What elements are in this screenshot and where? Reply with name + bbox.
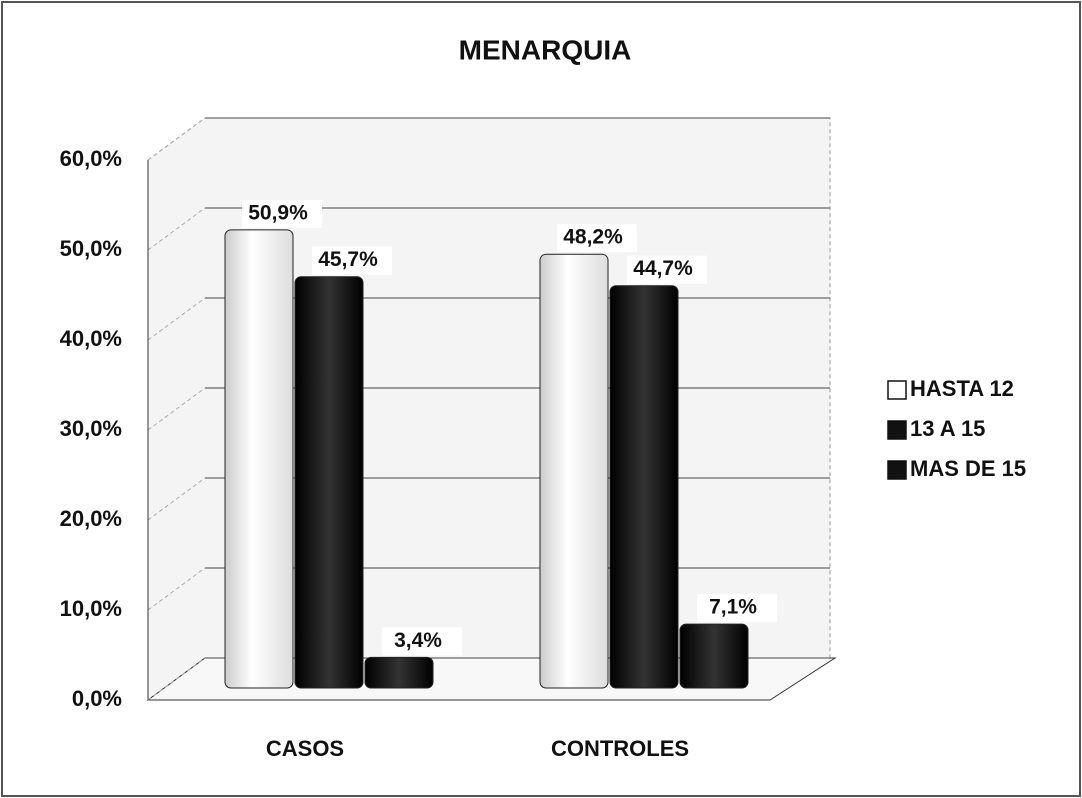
bar xyxy=(609,285,679,689)
bar xyxy=(679,623,749,689)
bar xyxy=(539,253,609,689)
y-tick-label: 0,0% xyxy=(72,686,122,711)
grid-line-side xyxy=(147,297,206,341)
value-label: 3,4% xyxy=(394,629,442,652)
value-label-bg xyxy=(557,224,637,253)
value-label-bg xyxy=(242,199,322,228)
y-tick-label: 50,0% xyxy=(60,236,122,261)
grid-line-side xyxy=(147,117,206,161)
value-label: 7,1% xyxy=(709,596,757,619)
grid-line-side xyxy=(147,387,206,431)
y-tick-label: 10,0% xyxy=(60,596,122,621)
value-label-bg xyxy=(697,594,777,623)
bar xyxy=(224,229,294,689)
grid-line-side xyxy=(147,207,206,251)
bar xyxy=(364,656,434,689)
legend-label: HASTA 12 xyxy=(910,376,1014,401)
legend-swatch xyxy=(887,420,907,440)
value-label: 44,7% xyxy=(633,257,693,280)
bar xyxy=(294,276,364,689)
y-tick-label: 40,0% xyxy=(60,326,122,351)
grid-line-side xyxy=(147,567,206,611)
legend-label: 13 A 15 xyxy=(910,416,985,441)
legend-swatch xyxy=(887,380,907,400)
y-tick-label: 30,0% xyxy=(60,416,122,441)
x-tick-label: CONTROLES xyxy=(551,736,689,761)
y-tick-label: 60,0% xyxy=(60,146,122,171)
value-label-bg xyxy=(312,246,392,275)
legend-label: MAS DE 15 xyxy=(910,456,1026,481)
grid-line-side xyxy=(147,477,206,521)
value-label: 45,7% xyxy=(318,248,378,271)
y-tick-label: 20,0% xyxy=(60,506,122,531)
value-label-bg xyxy=(382,627,462,656)
grid-line-side xyxy=(147,657,206,701)
value-label: 50,9% xyxy=(248,201,308,224)
legend-swatch xyxy=(887,460,907,480)
value-label-bg xyxy=(627,255,707,284)
x-tick-label: CASOS xyxy=(266,736,344,761)
value-label: 48,2% xyxy=(563,226,623,249)
chart-title: MENARQUIA xyxy=(459,34,632,65)
